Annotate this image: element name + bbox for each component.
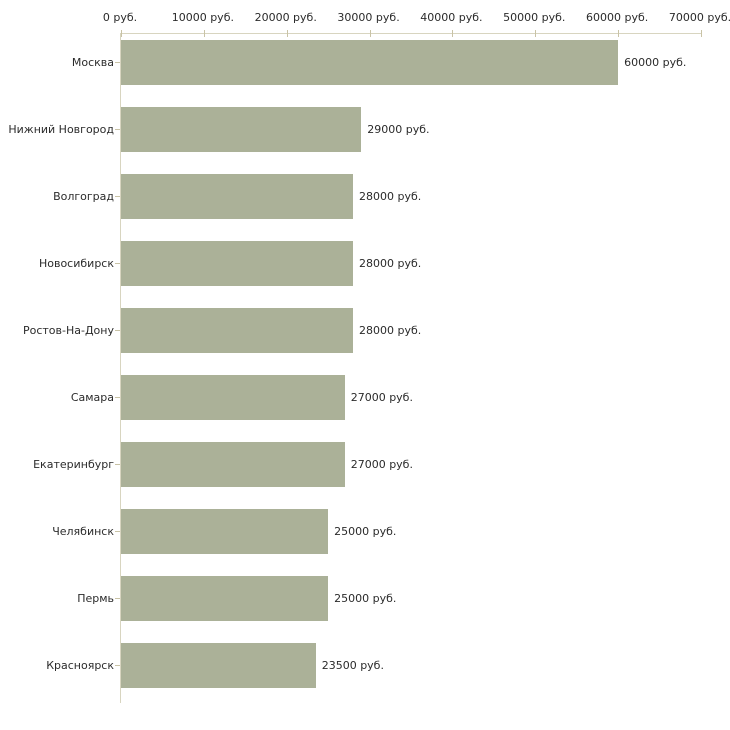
category-tick <box>115 665 120 666</box>
category-label: Волгоград <box>53 190 114 203</box>
category-tick <box>115 531 120 532</box>
bar-row: Красноярск 23500 руб. <box>0 636 730 703</box>
x-axis-tick <box>286 30 288 37</box>
x-axis-tick <box>369 30 371 37</box>
category-tick <box>115 62 120 63</box>
x-axis-tick-label: 40000 руб. <box>420 11 483 24</box>
x-axis-tick <box>701 30 702 37</box>
x-axis-tick-label: 30000 руб. <box>337 11 400 24</box>
bar <box>121 576 329 621</box>
value-label: 27000 руб. <box>350 391 413 404</box>
bar-row: Ростов-На-Дону 28000 руб. <box>0 301 730 368</box>
bar-row: Челябинск 25000 руб. <box>0 502 730 569</box>
category-label: Пермь <box>77 592 114 605</box>
category-tick <box>115 397 120 398</box>
bar <box>121 442 345 487</box>
bar <box>121 375 345 420</box>
bar <box>121 174 353 219</box>
x-axis-tick-label: 70000 руб. <box>668 11 730 24</box>
bar <box>121 643 316 688</box>
x-axis-tick <box>121 30 122 37</box>
value-label: 23500 руб. <box>321 659 384 672</box>
category-tick <box>115 129 120 130</box>
category-label: Красноярск <box>46 659 114 672</box>
bar-row: Пермь 25000 руб. <box>0 569 730 636</box>
value-label: 27000 руб. <box>350 458 413 471</box>
category-tick <box>115 464 120 465</box>
x-axis-tick <box>618 30 620 37</box>
bar-row: Новосибирск 28000 руб. <box>0 234 730 301</box>
bar-row: Нижний Новгород 29000 руб. <box>0 100 730 167</box>
value-label: 28000 руб. <box>359 324 422 337</box>
category-tick <box>115 196 120 197</box>
category-label: Новосибирск <box>38 257 114 270</box>
x-axis-tick <box>452 30 454 37</box>
value-label: 25000 руб. <box>334 592 397 605</box>
category-tick <box>115 598 120 599</box>
x-axis-tick-label: 0 руб. <box>102 11 138 24</box>
category-label: Самара <box>70 391 114 404</box>
x-axis-tick-label: 60000 руб. <box>586 11 649 24</box>
x-axis-tick-label: 50000 руб. <box>503 11 566 24</box>
x-axis-tick-label: 10000 руб. <box>171 11 234 24</box>
x-axis-tick <box>203 30 205 37</box>
value-label: 29000 руб. <box>367 123 430 136</box>
bar-row: Москва 60000 руб. <box>0 33 730 100</box>
bar <box>121 509 329 554</box>
value-label: 28000 руб. <box>359 190 422 203</box>
category-label: Ростов-На-Дону <box>22 324 114 337</box>
x-axis-tick-label: 20000 руб. <box>254 11 317 24</box>
bar-row: Волгоград 28000 руб. <box>0 167 730 234</box>
value-label: 28000 руб. <box>359 257 422 270</box>
value-label: 60000 руб. <box>624 56 687 69</box>
bar <box>121 241 353 286</box>
category-label: Москва <box>71 56 114 69</box>
value-label: 25000 руб. <box>334 525 397 538</box>
bar <box>121 308 353 353</box>
category-tick <box>115 263 120 264</box>
category-label: Челябинск <box>52 525 114 538</box>
bar <box>121 40 619 85</box>
bar-row: Самара 27000 руб. <box>0 368 730 435</box>
bar <box>121 107 362 152</box>
x-axis: 0 руб. 10000 руб. 20000 руб. 30000 руб. 4000… <box>103 0 730 33</box>
category-label: Нижний Новгород <box>8 123 114 136</box>
category-tick <box>115 330 120 331</box>
bar-rows: Москва 60000 руб. Нижний Новгород 29000 руб… <box>0 33 730 703</box>
plot-area <box>120 30 702 703</box>
x-axis-tick <box>535 30 537 37</box>
bar-row: Екатеринбург 27000 руб. <box>0 435 730 502</box>
category-label: Екатеринбург <box>33 458 114 471</box>
